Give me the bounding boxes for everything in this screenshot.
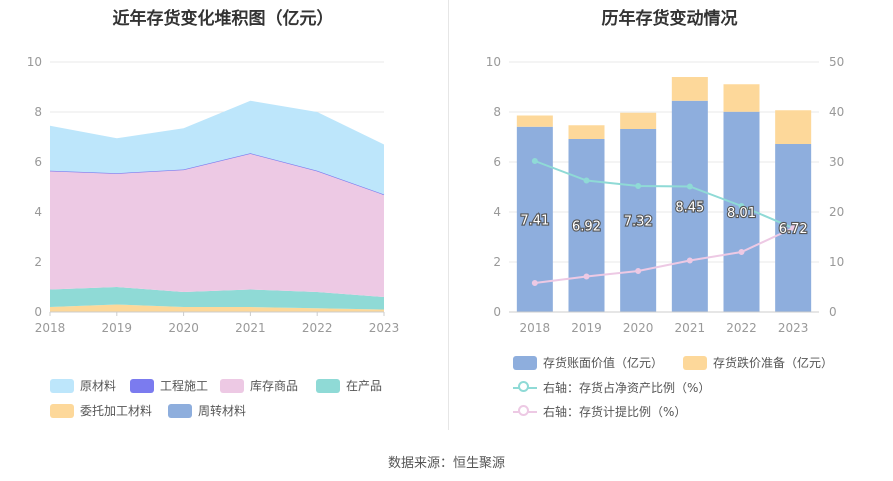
left-y-tick-label: 6 bbox=[34, 155, 42, 169]
legend-label: 周转材料 bbox=[198, 404, 247, 418]
bar-book-value bbox=[620, 129, 657, 312]
legend-item-存货跌价准备（亿元）[interactable]: 存货跌价准备（亿元） bbox=[683, 354, 833, 371]
legend-label: 委托加工材料 bbox=[80, 404, 153, 418]
legend-marker bbox=[518, 380, 529, 392]
bar-data-label: 7.41 bbox=[520, 213, 549, 228]
left-y-tick-label: 8 bbox=[34, 105, 42, 119]
area-series-委托加工材料 bbox=[50, 304, 384, 312]
right-x-tick-label: 2023 bbox=[778, 321, 809, 335]
line-point bbox=[686, 183, 693, 190]
legend-swatch bbox=[220, 378, 244, 393]
bar-book-value bbox=[568, 139, 605, 312]
legend-label: 原材料 bbox=[80, 379, 117, 393]
right-right-y-tick-label: 40 bbox=[829, 105, 844, 119]
legend-swatch bbox=[513, 355, 537, 370]
legend-swatch bbox=[50, 403, 74, 418]
left-x-tick-label: 2022 bbox=[302, 321, 333, 335]
right-left-y-tick-label: 8 bbox=[493, 105, 501, 119]
legend-item-右轴：存货计提比例（%）[interactable]: 右轴：存货计提比例（%） bbox=[513, 403, 686, 420]
line-point bbox=[531, 280, 538, 286]
right-right-y-tick-label: 10 bbox=[829, 255, 844, 269]
legend-label: 右轴：存货占净资产比例（%） bbox=[543, 381, 711, 395]
data-source-note: 数据来源：恒生聚源 bbox=[387, 456, 505, 471]
line-point bbox=[635, 268, 642, 274]
chart-divider bbox=[448, 0, 449, 430]
legend-item-存货账面价值（亿元）[interactable]: 存货账面价值（亿元） bbox=[513, 354, 663, 371]
legend-swatch bbox=[50, 378, 74, 393]
legend-item-委托加工材料[interactable]: 委托加工材料 bbox=[50, 402, 152, 419]
left-y-tick-label: 10 bbox=[27, 55, 42, 69]
bar-data-label: 6.92 bbox=[572, 220, 601, 235]
legend-swatch bbox=[130, 378, 154, 393]
legend-label: 库存商品 bbox=[250, 379, 299, 393]
line-point bbox=[583, 177, 590, 184]
line-point bbox=[583, 273, 590, 280]
line-point bbox=[790, 225, 797, 231]
area-series-原材料 bbox=[50, 100, 384, 195]
area-series-库存商品 bbox=[50, 153, 384, 297]
right-left-y-tick-label: 10 bbox=[486, 55, 501, 69]
right-left-y-tick-label: 0 bbox=[493, 305, 501, 319]
right-right-y-tick-label: 30 bbox=[829, 155, 844, 169]
legend-swatch bbox=[168, 403, 192, 418]
legend-label: 在产品 bbox=[346, 379, 383, 393]
right-x-tick-label: 2022 bbox=[726, 321, 757, 335]
legend-item-库存商品[interactable]: 库存商品 bbox=[220, 377, 298, 394]
bar-data-label: 7.32 bbox=[624, 215, 653, 230]
area-series-在产品 bbox=[50, 287, 384, 310]
legend-item-右轴：存货占净资产比例（%）[interactable]: 右轴：存货占净资产比例（%） bbox=[513, 379, 710, 396]
legend-label: 工程施工 bbox=[160, 379, 209, 393]
legend-label: 存货账面价值（亿元） bbox=[543, 356, 664, 370]
line-point bbox=[686, 257, 693, 264]
bar-data-label: 8.45 bbox=[675, 200, 704, 215]
legend-item-工程施工[interactable]: 工程施工 bbox=[130, 377, 208, 394]
left-x-tick-label: 2019 bbox=[102, 321, 133, 335]
bar-impairment bbox=[620, 112, 657, 129]
legend-swatch bbox=[316, 378, 340, 393]
bar-data-label: 8.01 bbox=[727, 206, 756, 221]
bar-data-label: 6.72 bbox=[779, 222, 808, 237]
legend-marker bbox=[518, 404, 529, 416]
left-x-tick-label: 2018 bbox=[35, 321, 66, 335]
right-right-y-tick-label: 20 bbox=[829, 205, 844, 219]
right-x-tick-label: 2018 bbox=[520, 321, 551, 335]
left-x-tick-label: 2020 bbox=[168, 321, 199, 335]
line-point bbox=[635, 183, 642, 189]
line-provision-ratio bbox=[534, 227, 794, 284]
right-right-y-tick-label: 0 bbox=[829, 305, 837, 319]
right-left-y-tick-label: 6 bbox=[493, 155, 501, 169]
left-y-tick-label: 4 bbox=[34, 205, 42, 219]
right-x-tick-label: 2021 bbox=[675, 321, 706, 335]
right-x-tick-label: 2020 bbox=[623, 321, 654, 335]
bar-impairment bbox=[516, 115, 553, 127]
right-x-tick-label: 2019 bbox=[571, 321, 602, 335]
legend-label: 存货跌价准备（亿元） bbox=[713, 356, 834, 370]
right-right-y-tick-label: 50 bbox=[829, 55, 844, 69]
legend-swatch bbox=[683, 355, 707, 370]
legend-item-在产品[interactable]: 在产品 bbox=[316, 377, 382, 394]
legend-item-周转材料[interactable]: 周转材料 bbox=[168, 402, 246, 419]
legend-label: 右轴：存货计提比例（%） bbox=[543, 405, 687, 419]
bar-impairment bbox=[775, 110, 812, 144]
left-y-tick-label: 0 bbox=[34, 305, 42, 319]
left-x-tick-label: 2021 bbox=[235, 321, 266, 335]
legend-swatch bbox=[513, 404, 537, 419]
line-inventory-to-net-assets bbox=[534, 160, 794, 229]
line-point bbox=[738, 203, 745, 209]
legend-swatch bbox=[513, 380, 537, 395]
line-point bbox=[531, 158, 538, 164]
charts-canvas: 0 2 4 6 8 10 2018 2019 2020 2021 2022 2023 0 2 4 6 8 10 0 1… bbox=[27, 55, 845, 335]
right-left-y-tick-label: 2 bbox=[493, 255, 501, 269]
legend-item-原材料[interactable]: 原材料 bbox=[50, 377, 116, 394]
right-chart-title: 历年存货变动情况 bbox=[601, 9, 738, 29]
bar-impairment bbox=[723, 84, 760, 112]
left-x-tick-label: 2023 bbox=[369, 321, 400, 335]
right-left-y-tick-label: 4 bbox=[493, 205, 501, 219]
bar-book-value bbox=[671, 100, 708, 312]
left-y-tick-label: 2 bbox=[34, 255, 42, 269]
left-chart-title: 近年存货变化堆积图（亿元） bbox=[112, 9, 334, 29]
bar-impairment bbox=[671, 77, 708, 101]
bar-impairment bbox=[568, 125, 605, 139]
line-point bbox=[738, 249, 745, 255]
